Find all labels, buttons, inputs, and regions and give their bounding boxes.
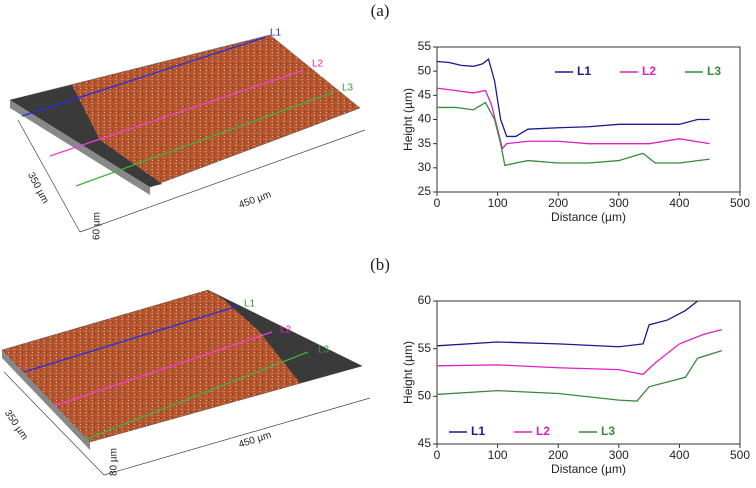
length-label: 450 µm <box>237 189 272 211</box>
y-tick-label: 55 <box>418 39 432 53</box>
series-line <box>436 349 723 402</box>
y-tick-label: 30 <box>418 160 432 174</box>
series-line <box>437 101 710 167</box>
y-axis-title: Height (µm) <box>401 88 415 151</box>
y-tick-label: 45 <box>418 88 432 102</box>
x-tick-label: 400 <box>669 196 689 210</box>
line-label: L1 <box>244 299 256 310</box>
x-tick-label: 500 <box>730 448 750 462</box>
y-axis-title: Height (µm) <box>401 341 415 404</box>
legend-label: L2 <box>642 64 656 78</box>
y-tick-label: 55 <box>418 341 432 355</box>
y-tick-label: 35 <box>418 136 432 150</box>
line-label: L3 <box>318 345 330 356</box>
line-label: L1 <box>270 28 282 39</box>
height-label: 80 µm <box>109 448 120 476</box>
x-axis-title: Distance (µm) <box>551 462 626 476</box>
height-label: 60 µm <box>92 212 103 240</box>
line-chart: (a) 0 100 200 300 400 500 25 30 35 40 45 50 55 Distanc… <box>371 1 751 224</box>
legend-label: L1 <box>471 424 485 438</box>
x-tick-label: 300 <box>609 196 629 210</box>
surface-image-a <box>9 34 366 233</box>
x-tick-label: 0 <box>434 196 441 210</box>
x-tick-label: 400 <box>669 448 689 462</box>
line-label: L2 <box>312 59 324 70</box>
length-label: 450 µm <box>237 430 272 451</box>
x-tick-label: 0 <box>434 448 441 462</box>
panel-label: (a) <box>371 1 390 20</box>
width-label: 350 µm <box>2 408 30 442</box>
line-label: L2 <box>280 325 292 336</box>
x-tick-label: 300 <box>609 448 629 462</box>
y-tick-label: 50 <box>418 63 432 77</box>
x-tick-label: 100 <box>488 196 508 210</box>
x-axis-title: Distance (µm) <box>551 210 626 224</box>
x-tick-label: 200 <box>548 196 568 210</box>
surface-image-b <box>1 289 371 476</box>
series-line <box>436 328 722 376</box>
series-line <box>436 300 698 348</box>
legend-label: L3 <box>707 64 721 78</box>
y-tick-label: 50 <box>418 389 432 403</box>
y-tick-label: 45 <box>418 436 432 450</box>
y-tick-label: 40 <box>418 112 432 126</box>
x-tick-label: 100 <box>488 448 508 462</box>
panel-label: (b) <box>370 255 390 274</box>
legend-label: L3 <box>601 424 615 438</box>
line-label: L3 <box>342 83 354 94</box>
legend-label: L1 <box>577 64 591 78</box>
y-tick-label: 60 <box>418 293 432 307</box>
plot-frame <box>436 300 741 445</box>
line-chart: (b) 0 100 200 300 400 500 45 50 55 60 Distance (µm)… <box>370 255 750 476</box>
width-label: 350 µm <box>25 171 50 206</box>
legend-label: L2 <box>536 424 550 438</box>
series-line <box>436 57 710 138</box>
series-line <box>436 87 710 150</box>
x-tick-label: 200 <box>548 448 568 462</box>
x-tick-label: 500 <box>730 196 750 210</box>
y-tick-label: 25 <box>418 184 432 198</box>
